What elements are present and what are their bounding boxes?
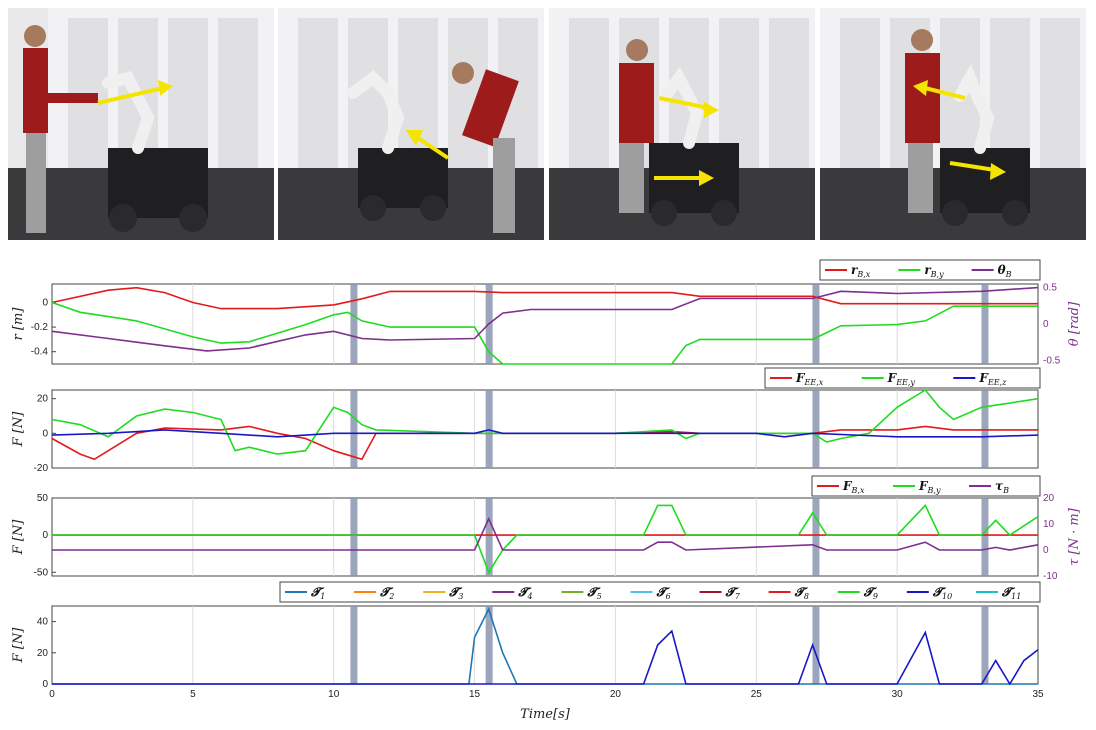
legend-label: τB xyxy=(995,479,1009,495)
x-tick-label: 10 xyxy=(328,689,340,700)
y-tick-label: 50 xyxy=(37,493,49,504)
chart-panel-1: 0 -0.2 -0.4 0.5 0 -0.5 θ [rad] r [m] rB,x rB,y θB xyxy=(11,259,1082,366)
x-tick-label: 35 xyxy=(1032,689,1044,700)
x-tick-label: 0 xyxy=(49,689,55,700)
y-tick-label: 20 xyxy=(37,648,49,659)
event-highlight xyxy=(981,498,989,576)
legend: rB,x rB,y θB xyxy=(819,259,1041,281)
event-highlight xyxy=(812,284,820,364)
y2-axis-label: τ [N · m] xyxy=(1067,507,1082,565)
event-highlight xyxy=(350,390,358,468)
legend-label: rB,x xyxy=(851,263,871,279)
y-tick-label: 0 xyxy=(42,530,48,541)
series-T_10 xyxy=(52,629,1039,686)
event-highlight xyxy=(981,606,989,684)
y-axis-label: F [N] xyxy=(11,627,26,664)
series-F_EE,z xyxy=(51,429,1039,438)
series-r_B,y xyxy=(51,301,1038,365)
x-tick-label: 25 xyxy=(751,689,763,700)
chart-panel-4: 40 20 0 F [N] 𝓣1 𝓣2 𝓣3 𝓣4 𝓣5 𝓣6 𝓣7 𝓣8 𝓣9 𝓣10 𝓣11 0 5 10 15… xyxy=(11,581,1044,722)
legend-label: FEE,x xyxy=(795,371,824,387)
event-highlight xyxy=(485,390,493,468)
event-highlight xyxy=(981,284,989,364)
y-tick-label: 40 xyxy=(37,617,49,628)
event-highlight xyxy=(812,498,820,576)
chart-panels: 0 -0.2 -0.4 0.5 0 -0.5 θ [rad] r [m] rB,x rB,y θB 2… xyxy=(11,259,1082,722)
legend-label: FB,x xyxy=(842,479,865,495)
y2-tick-label: 0 xyxy=(1043,319,1049,330)
event-highlight xyxy=(350,606,358,684)
event-highlight xyxy=(981,390,989,468)
event-highlight xyxy=(485,498,493,576)
chart-panel-3: 50 0 -50 20 10 0 -10 τ [N · m] F [N] FB,x FB,y τB xyxy=(11,475,1082,582)
y-tick-label: -0.2 xyxy=(31,322,49,333)
event-highlight xyxy=(485,606,493,684)
chart-panel-2: 20 0 -20 F [N] FEE,x FEE,y FEE,z xyxy=(11,367,1041,474)
y-tick-label: 20 xyxy=(37,394,49,405)
y2-axis-label: θ [rad] xyxy=(1067,301,1082,346)
x-axis-label: Time[s] xyxy=(520,707,571,722)
y-axis-label: F [N] xyxy=(11,519,26,556)
legend-label: FEE,y xyxy=(887,371,916,387)
series-θ_B xyxy=(51,286,1039,352)
legend: FB,x FB,y τB xyxy=(811,475,1041,497)
y-tick-label: 0 xyxy=(42,297,48,308)
y2-tick-label: 20 xyxy=(1043,493,1055,504)
plot-area xyxy=(51,605,1039,685)
y-axis-label: F [N] xyxy=(11,411,26,448)
y-tick-label: 0 xyxy=(42,428,48,439)
series-F_EE,y xyxy=(51,388,1039,455)
legend: 𝓣1 𝓣2 𝓣3 𝓣4 𝓣5 𝓣6 𝓣7 𝓣8 𝓣9 𝓣10 𝓣11 xyxy=(279,581,1041,603)
y2-tick-label: 10 xyxy=(1043,519,1055,530)
y-tick-label: -20 xyxy=(34,463,49,474)
plot-area xyxy=(51,497,1039,577)
event-highlight xyxy=(812,390,820,468)
legend-label: rB,y xyxy=(924,263,944,279)
photo-4 xyxy=(820,8,1086,240)
y2-tick-label: -10 xyxy=(1043,571,1058,582)
y-axis-label: r [m] xyxy=(11,307,26,341)
series-r_B,x xyxy=(51,286,1038,310)
event-highlight xyxy=(812,606,820,684)
series-τ_B xyxy=(52,516,1039,551)
y-tick-label: -50 xyxy=(34,567,49,578)
legend-label: FEE,z xyxy=(978,371,1007,387)
y-tick-label: -0.4 xyxy=(31,347,49,358)
legend: FEE,x FEE,y FEE,z xyxy=(764,367,1041,389)
x-tick-label: 15 xyxy=(469,689,481,700)
event-highlight xyxy=(350,498,358,576)
legend-label: θB xyxy=(998,263,1012,279)
photo-3 xyxy=(549,8,815,240)
y2-tick-label: 0.5 xyxy=(1043,283,1057,294)
x-tick-label: 30 xyxy=(892,689,904,700)
legend-label: FB,y xyxy=(918,479,941,495)
photo-1 xyxy=(8,8,274,240)
y2-tick-label: -0.5 xyxy=(1043,355,1061,366)
event-highlight xyxy=(350,284,358,364)
x-tick-label: 20 xyxy=(610,689,622,700)
series-F_EE,x xyxy=(51,425,1038,461)
photo-2 xyxy=(278,8,544,240)
y-tick-label: 0 xyxy=(42,679,48,690)
x-tick-label: 5 xyxy=(190,689,196,700)
y2-tick-label: 0 xyxy=(1043,545,1049,556)
